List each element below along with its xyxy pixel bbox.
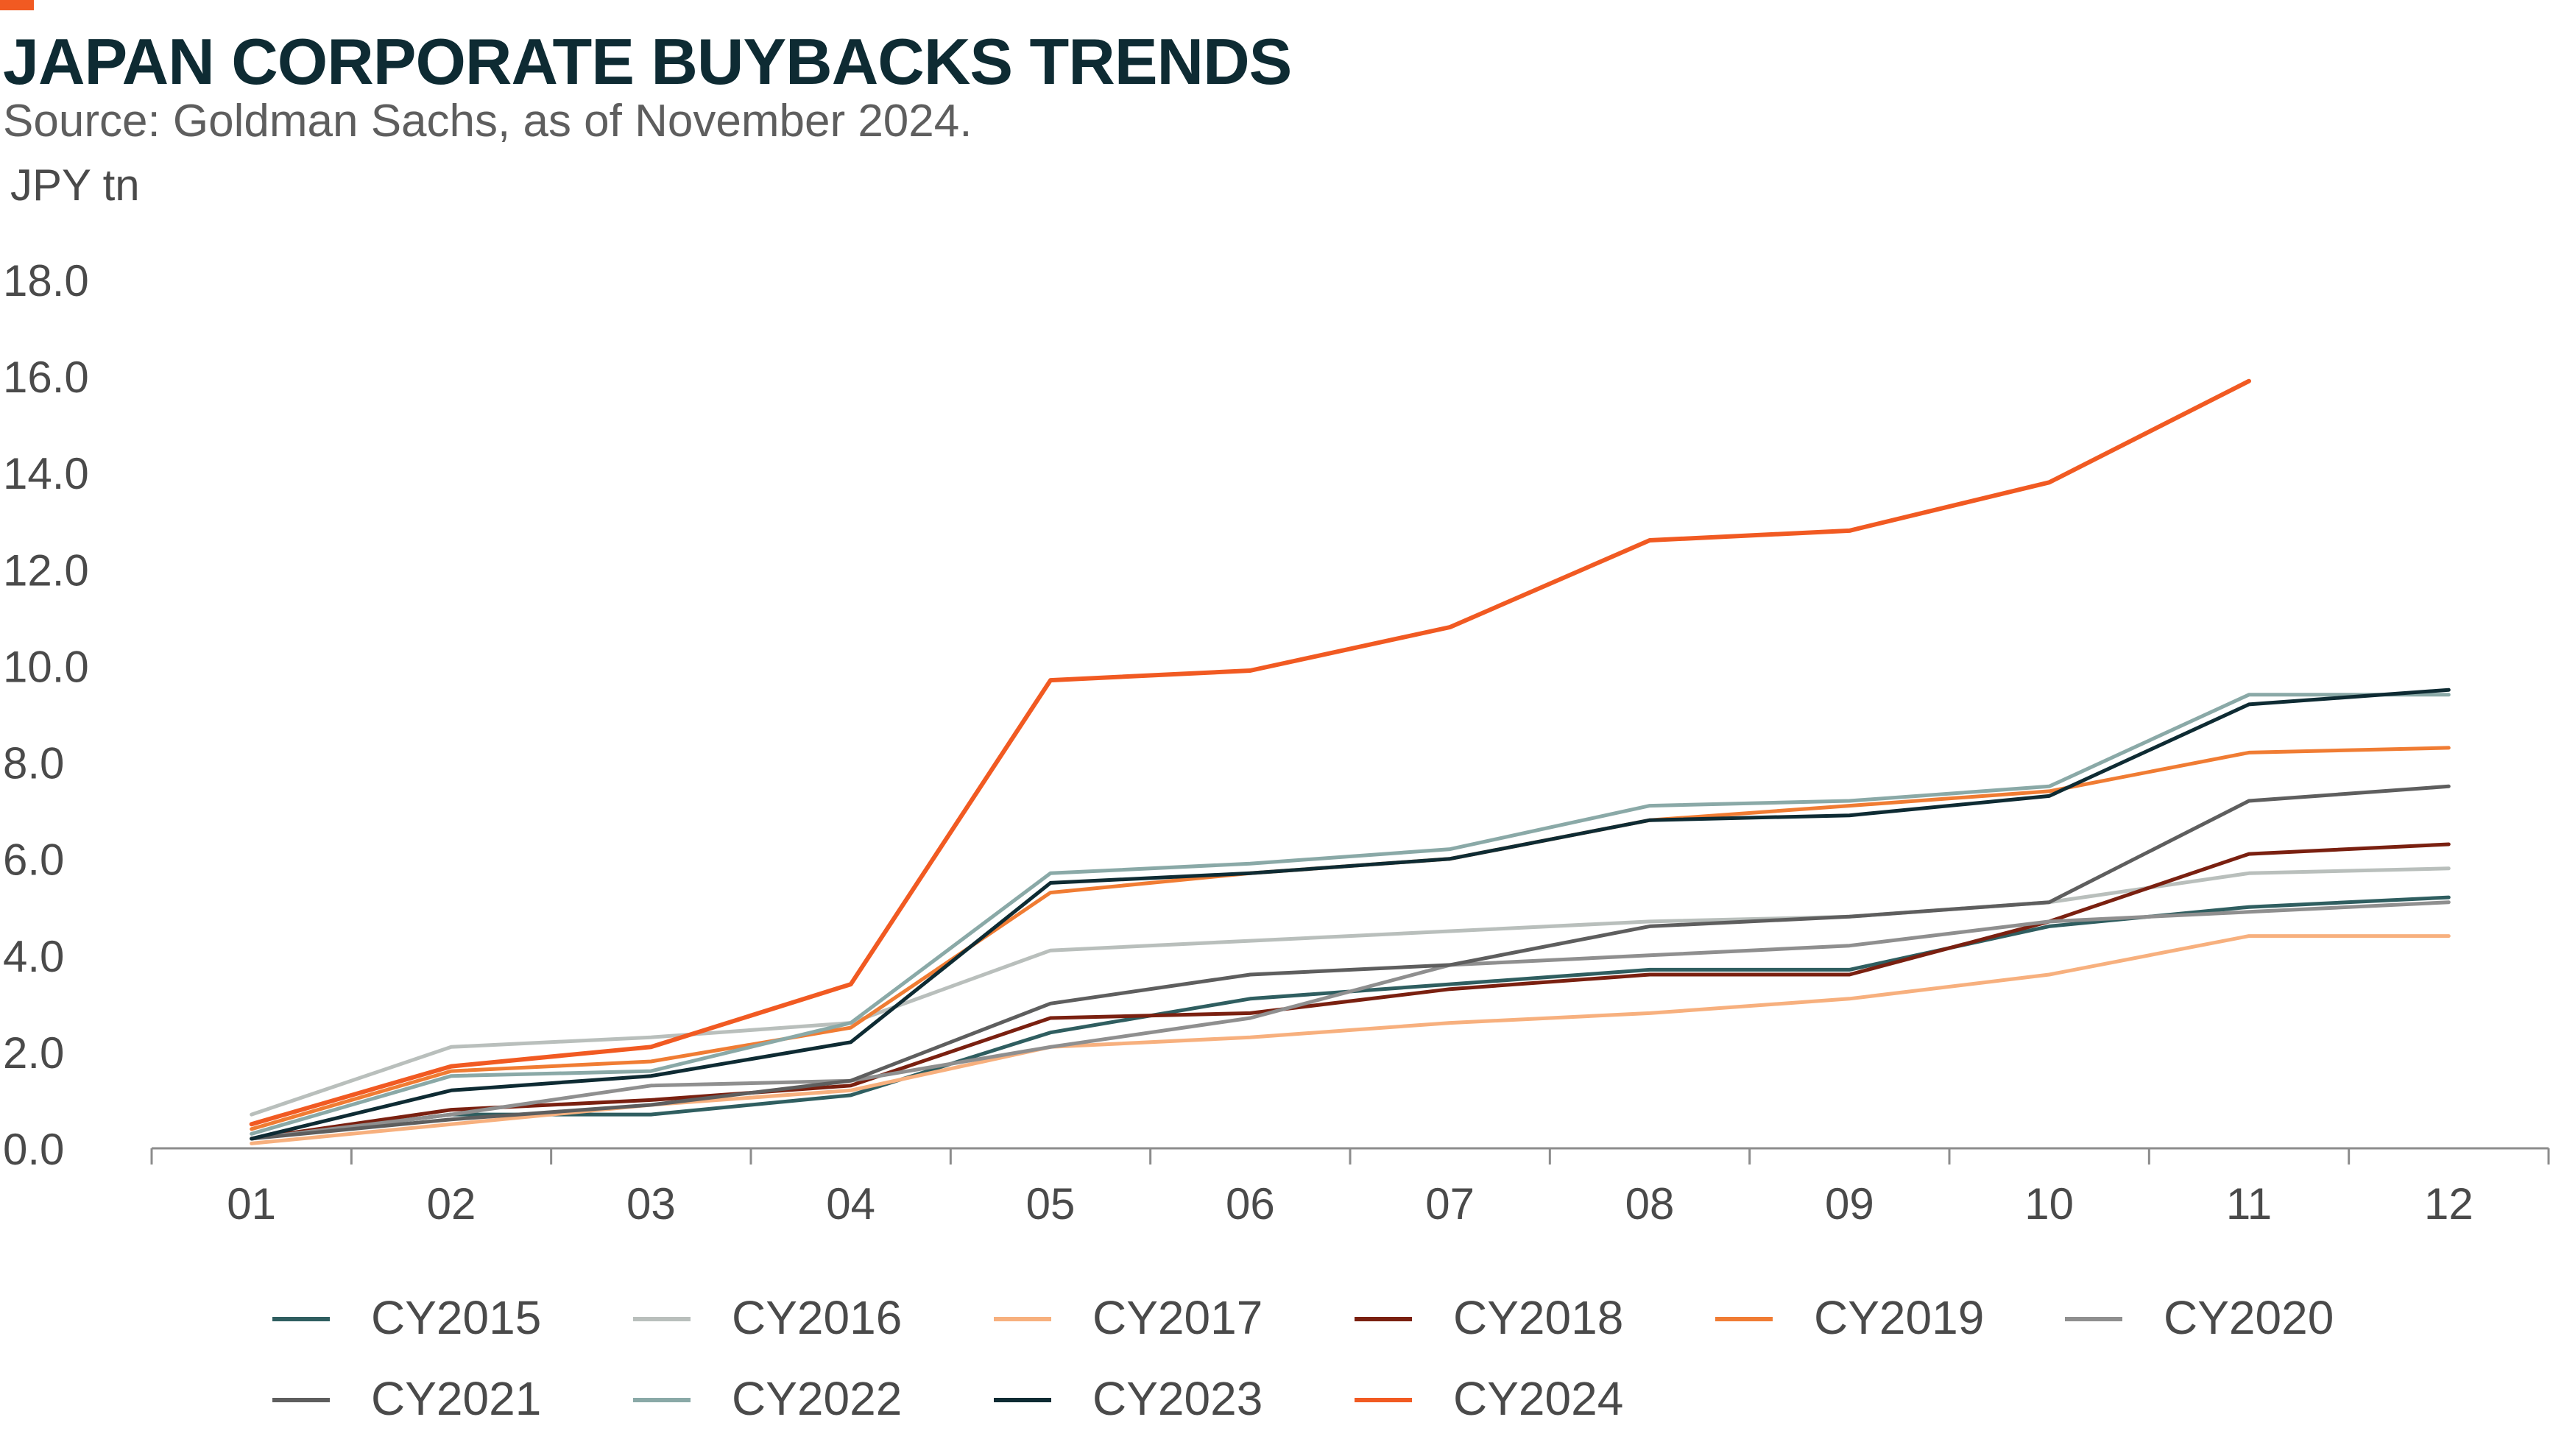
brand-accent-bar <box>0 0 34 10</box>
x-tick-label: 12 <box>2424 1179 2473 1229</box>
x-tick-label: 10 <box>2024 1179 2074 1229</box>
y-tick-label: 16.0 <box>3 353 89 402</box>
series-line-cy2016 <box>250 866 2451 1117</box>
chart-source-note: Source: Goldman Sachs, as of November 20… <box>3 96 972 146</box>
legend-label-cy2019: CY2019 <box>1814 1291 1984 1344</box>
x-tick-label: 05 <box>1026 1179 1076 1229</box>
x-tick-label: 04 <box>826 1179 875 1229</box>
x-axis: 01 02 03 04 05 06 07 08 09 10 11 12 <box>150 1147 2550 1229</box>
series-line-cy2020 <box>250 900 2451 1141</box>
legend: CY2015 CY2016 CY2017 CY2018 CY2019 CY2020 CY20… <box>272 1291 2334 1425</box>
y-tick-label: 10.0 <box>3 642 89 691</box>
x-tick-label: 02 <box>427 1179 476 1229</box>
legend-label-cy2020: CY2020 <box>2164 1291 2334 1344</box>
legend-label-cy2016: CY2016 <box>732 1291 902 1344</box>
legend-label-cy2015: CY2015 <box>371 1291 541 1344</box>
y-tick-label: 0.0 <box>3 1125 64 1174</box>
chart-title: JAPAN CORPORATE BUYBACKS TRENDS <box>3 25 1292 98</box>
y-tick-label: 4.0 <box>3 932 64 981</box>
y-tick-label: 8.0 <box>3 739 64 788</box>
y-axis-unit: JPY tn <box>10 160 140 210</box>
series-line-cy2021 <box>250 784 2451 1141</box>
legend-label-cy2024: CY2024 <box>1453 1372 1623 1425</box>
legend-label-cy2023: CY2023 <box>1092 1372 1263 1425</box>
y-axis: 0.0 2.0 4.0 6.0 8.0 10.0 12.0 14.0 16.0 18.0 <box>3 256 89 1174</box>
series-lines <box>249 378 2451 1145</box>
x-tick-label: 07 <box>1425 1179 1475 1229</box>
x-tick-label: 06 <box>1226 1179 1275 1229</box>
y-tick-label: 18.0 <box>3 256 89 305</box>
x-tick-label: 03 <box>626 1179 676 1229</box>
legend-label-cy2021: CY2021 <box>371 1372 541 1425</box>
series-line-cy2023 <box>250 688 2451 1141</box>
x-tick-label: 08 <box>1625 1179 1675 1229</box>
y-tick-label: 2.0 <box>3 1028 64 1078</box>
legend-label-cy2018: CY2018 <box>1453 1291 1623 1344</box>
y-tick-label: 6.0 <box>3 835 64 885</box>
legend-label-cy2022: CY2022 <box>732 1372 902 1425</box>
series-line-cy2024 <box>249 378 2251 1127</box>
x-tick-label: 09 <box>1825 1179 1874 1229</box>
x-tick-label: 01 <box>227 1179 276 1229</box>
y-tick-label: 14.0 <box>3 449 89 498</box>
x-tick-label: 11 <box>2226 1179 2272 1229</box>
series-line-cy2022 <box>250 693 2451 1136</box>
y-tick-label: 12.0 <box>3 545 89 595</box>
legend-label-cy2017: CY2017 <box>1092 1291 1263 1344</box>
series-line-cy2018 <box>250 842 2451 1141</box>
